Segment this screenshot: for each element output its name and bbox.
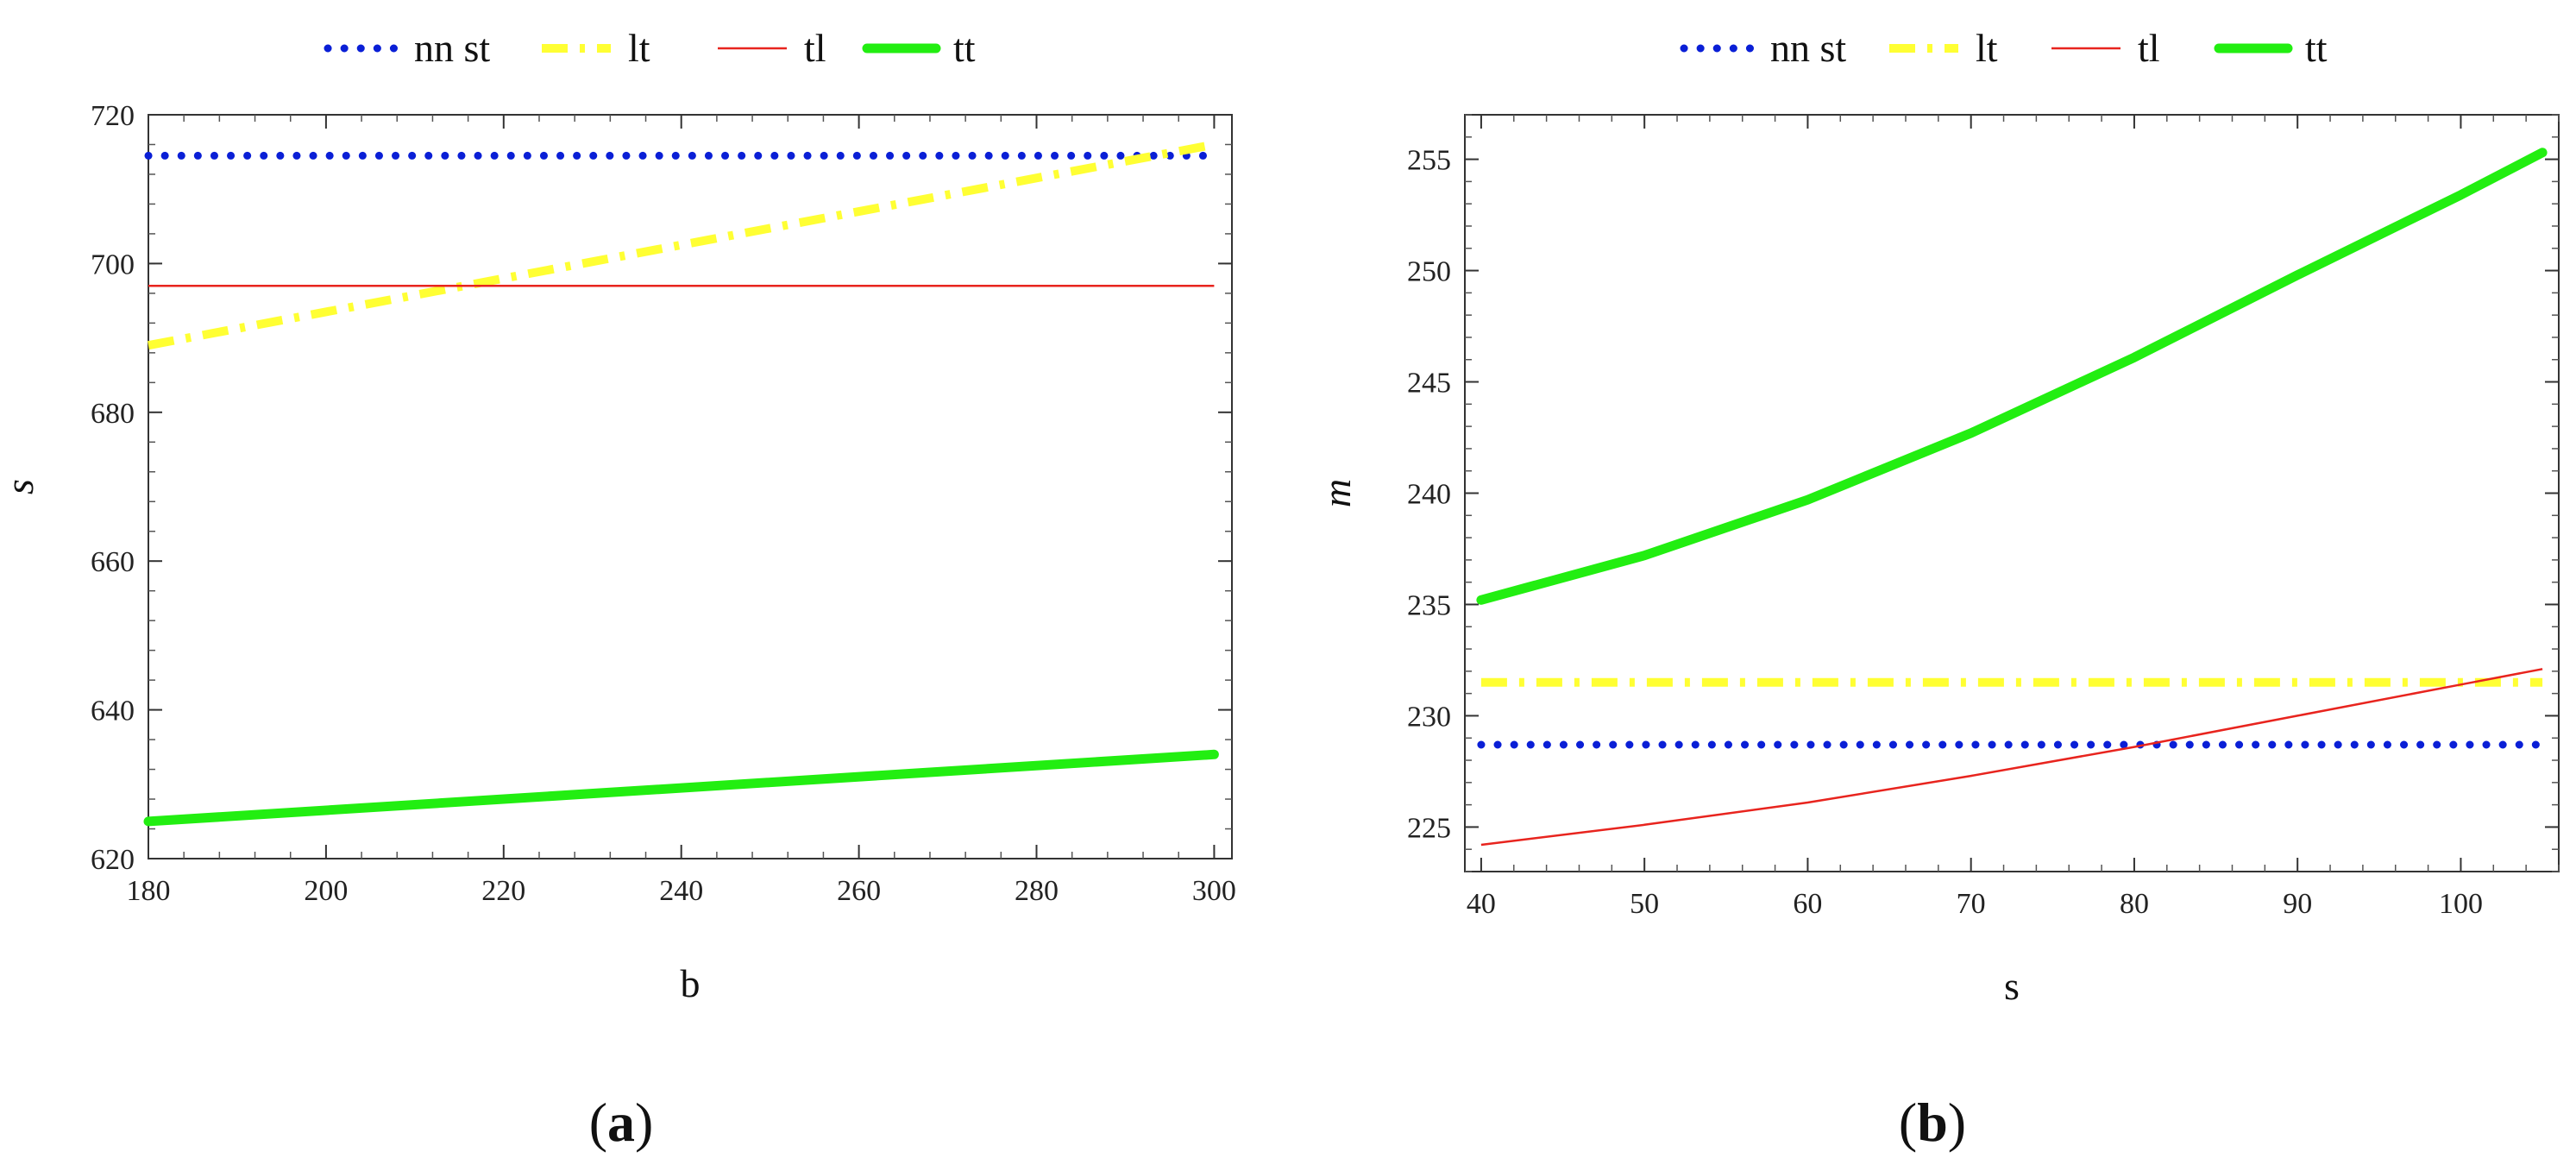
panel-label-close: ) [635, 1092, 653, 1153]
x-axis-title: b [681, 961, 701, 1005]
y-tick-label: 225 [1407, 812, 1451, 844]
y-tick-label: 720 [91, 100, 135, 132]
legend: nn st lt tl tt [1680, 26, 2328, 70]
y-axis-title: s [0, 479, 41, 494]
y-tick-label: 680 [91, 398, 135, 430]
panel-label: (a) [589, 1092, 654, 1153]
y-axis-title: m [1315, 479, 1359, 507]
x-tick-label: 260 [837, 875, 881, 907]
panel-label-open: ( [1899, 1092, 1917, 1153]
legend-label: tt [953, 26, 976, 70]
panel-label-letter: a [607, 1092, 635, 1153]
legend: nn st lt tl tt [324, 26, 976, 70]
plot-frame [148, 114, 1233, 859]
chart-panel-b: 40 50 60 70 80 90 100 225 230 235 240 245 250 255 s m nn… [1315, 26, 2560, 1153]
legend-label: tl [2138, 26, 2160, 70]
panel-label-letter: b [1917, 1092, 1948, 1153]
y-tick-label: 640 [91, 696, 135, 727]
x-tick-label: 100 [2439, 888, 2483, 920]
x-tick-label: 40 [1467, 888, 1496, 920]
panel-label-open: ( [589, 1092, 607, 1153]
panel-label: (b) [1899, 1092, 1966, 1153]
x-tick-label: 280 [1015, 875, 1059, 907]
series-line-lt [148, 140, 1216, 350]
y-tick-label: 660 [91, 546, 135, 578]
x-tick-label: 300 [1192, 875, 1236, 907]
y-tick-label: 240 [1407, 479, 1451, 511]
legend-label: nn st [1770, 26, 1846, 70]
y-tick-label: 255 [1407, 145, 1451, 177]
x-tick-label: 200 [304, 875, 348, 907]
x-tick-label: 240 [659, 875, 703, 907]
series-line-tt [1476, 148, 2548, 605]
legend-label: tt [2305, 26, 2328, 70]
x-tick-label: 50 [1630, 888, 1659, 920]
legend-label: nn st [414, 26, 490, 70]
y-tick-label: 245 [1407, 368, 1451, 400]
x-tick-label: 90 [2283, 888, 2312, 920]
x-axis-title: s [2004, 964, 2020, 1008]
legend-label: lt [628, 26, 650, 70]
x-tick-label: 220 [481, 875, 525, 907]
x-tick-label: 70 [1957, 888, 1986, 920]
panel-label-close: ) [1948, 1092, 1966, 1153]
y-tick-label: 230 [1407, 701, 1451, 733]
chart-panel-a: 180 200 220 240 260 280 300 620 640 660 680 700 720 b… [0, 26, 1236, 1153]
y-tick-label: 620 [91, 844, 135, 876]
series-line-tt [143, 749, 1219, 827]
x-tick-label: 80 [2120, 888, 2149, 920]
legend-label: lt [1976, 26, 1998, 70]
legend-label: tl [804, 26, 826, 70]
y-tick-label: 250 [1407, 256, 1451, 288]
x-tick-label: 60 [1793, 888, 1822, 920]
y-tick-label: 235 [1407, 589, 1451, 621]
y-tick-label: 700 [91, 249, 135, 280]
series-line-tl [1480, 668, 2543, 847]
x-tick-label: 180 [127, 875, 171, 907]
